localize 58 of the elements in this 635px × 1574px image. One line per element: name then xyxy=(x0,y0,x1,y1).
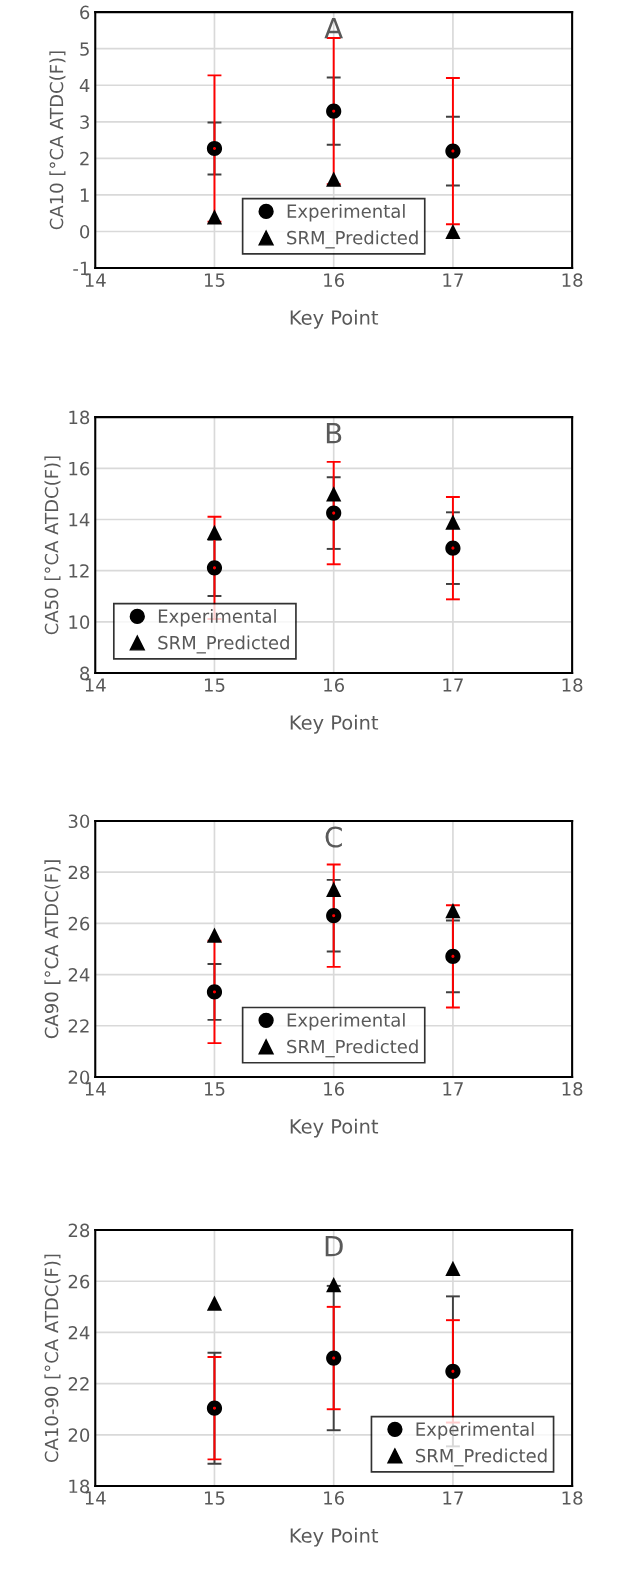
y-tick-label: 18 xyxy=(69,410,90,425)
y-tick-label: 26 xyxy=(68,1274,90,1289)
y-tick-label: 5 xyxy=(80,42,89,56)
x-tick-label: 18 xyxy=(562,273,583,287)
x-axis-title: Key Point xyxy=(290,714,379,734)
x-tick-label: 15 xyxy=(204,1082,225,1096)
y-tick-label: 30 xyxy=(68,814,90,829)
legend-label: Experimental xyxy=(287,1012,405,1031)
y-axis-title: CA10 [°CA ATDC(F)] xyxy=(49,51,66,230)
y-tick-label: 3 xyxy=(80,115,89,129)
y-tick-label: 2 xyxy=(80,151,89,166)
legend-label: Experimental xyxy=(416,1421,534,1440)
legend-label: SRM_Predicted xyxy=(287,1039,418,1058)
y-tick-label: 16 xyxy=(69,461,90,476)
x-tick-label: 17 xyxy=(443,678,463,692)
y-tick-label: 1 xyxy=(80,188,89,202)
x-tick-label: 16 xyxy=(324,1082,345,1096)
legend-label: SRM_Predicted xyxy=(287,230,418,249)
y-tick-label: 12 xyxy=(69,564,89,578)
chart-title: C xyxy=(325,826,342,848)
x-tick-label: 15 xyxy=(204,1491,225,1505)
x-tick-label: 18 xyxy=(562,1082,583,1096)
x-tick-label: 17 xyxy=(443,273,463,287)
y-tick-label: 10 xyxy=(69,615,90,629)
chart-title: B xyxy=(326,423,342,444)
y-tick-label: 24 xyxy=(68,1325,90,1340)
y-tick-label: 22 xyxy=(68,1377,89,1391)
legend-label: Experimental xyxy=(287,204,405,222)
y-tick-label: 6 xyxy=(80,5,90,20)
y-tick-label: 4 xyxy=(79,78,90,93)
y-axis-title: CA50 [°CA ATDC(F)] xyxy=(44,456,61,635)
legend-label: SRM_Predicted xyxy=(415,1448,547,1467)
y-tick-label: 0 xyxy=(80,224,90,239)
y-tick-label: 22 xyxy=(68,1019,89,1033)
x-axis-title: Key Point xyxy=(290,1118,379,1138)
x-axis-title: Key Point xyxy=(290,1527,379,1547)
x-tick-label: 15 xyxy=(204,678,225,692)
x-tick-label: 17 xyxy=(443,1082,463,1096)
x-tick-label: 16 xyxy=(324,273,345,287)
x-tick-label: 18 xyxy=(562,1491,583,1505)
y-tick-label: 28 xyxy=(68,865,90,880)
x-axis-title: Key Point xyxy=(290,309,379,329)
x-tick-label: 16 xyxy=(324,1491,345,1505)
y-tick-label: 20 xyxy=(68,1428,90,1442)
y-tick-label: 24 xyxy=(68,968,90,982)
x-tick-label: 15 xyxy=(204,273,225,287)
x-tick-label: 18 xyxy=(562,678,583,692)
legend-label: Experimental xyxy=(158,609,276,627)
y-tick-label: 28 xyxy=(68,1223,90,1238)
chart-title: A xyxy=(324,18,343,39)
y-axis-title: CA10-90 [°CA ATDC(F)] xyxy=(44,1254,61,1462)
y-axis-title: CA90 [°CA ATDC(F)] xyxy=(44,860,61,1039)
y-tick-label: 26 xyxy=(68,916,90,931)
legend-label: SRM_Predicted xyxy=(158,635,289,654)
x-tick-label: 16 xyxy=(324,678,345,692)
x-tick-label: 17 xyxy=(443,1491,463,1505)
y-tick-label: 14 xyxy=(69,513,90,527)
chart-title: D xyxy=(325,1236,343,1257)
